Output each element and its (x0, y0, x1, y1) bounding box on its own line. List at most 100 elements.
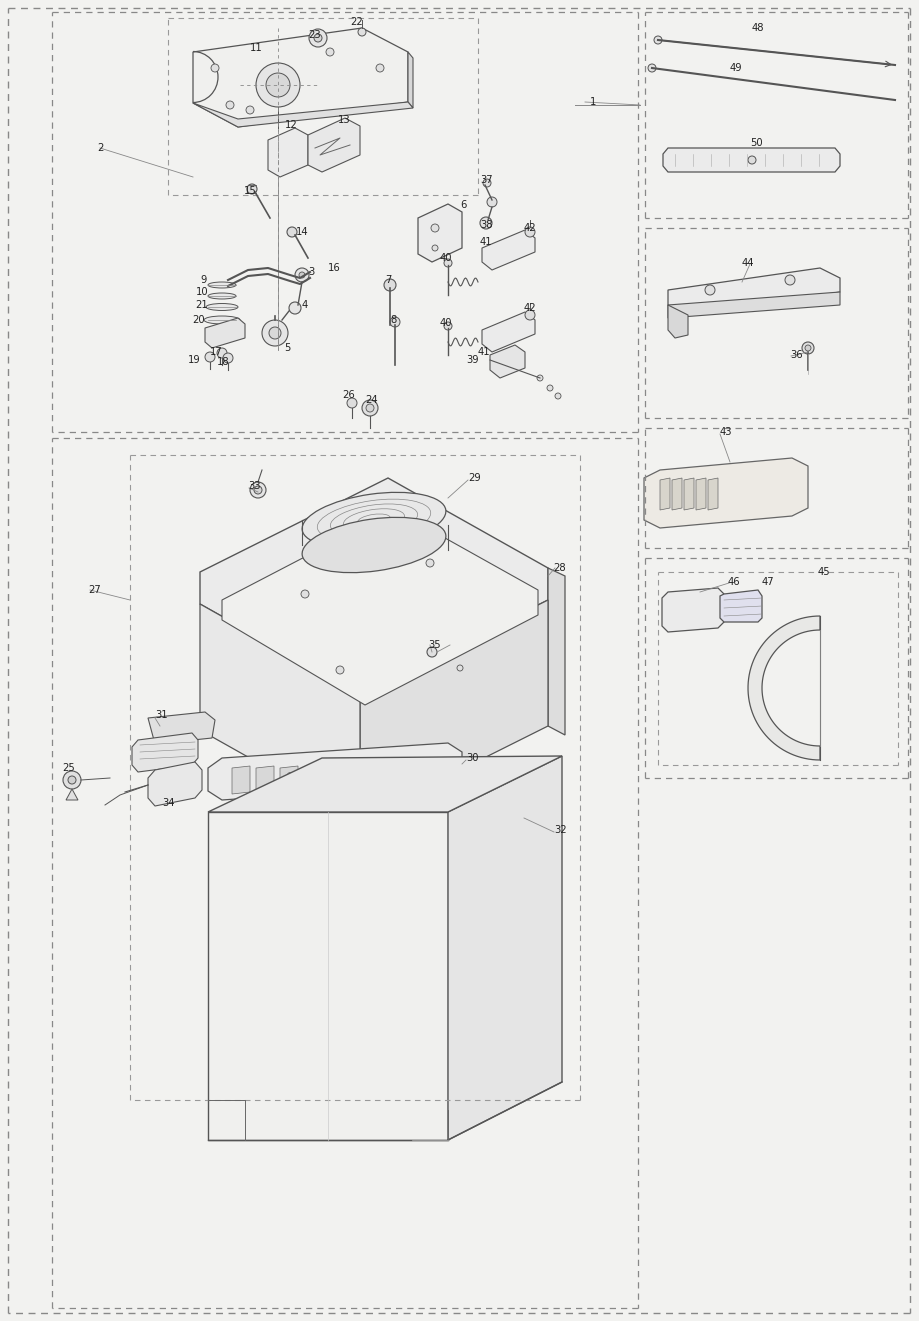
Text: 23: 23 (308, 30, 321, 40)
Polygon shape (720, 590, 762, 622)
Text: 7: 7 (385, 275, 391, 285)
Circle shape (247, 184, 257, 194)
Circle shape (337, 770, 343, 774)
Polygon shape (668, 305, 688, 338)
Circle shape (299, 272, 305, 277)
Polygon shape (376, 766, 394, 794)
Text: 28: 28 (553, 563, 565, 573)
Circle shape (288, 773, 292, 778)
Text: 32: 32 (554, 826, 567, 835)
Polygon shape (232, 766, 250, 794)
Circle shape (336, 666, 344, 674)
Ellipse shape (302, 518, 446, 572)
Text: 6: 6 (460, 199, 466, 210)
Text: 31: 31 (155, 709, 167, 720)
Text: 40: 40 (440, 254, 452, 263)
Ellipse shape (208, 281, 236, 288)
Circle shape (487, 197, 497, 207)
Circle shape (301, 590, 309, 598)
Circle shape (480, 217, 492, 229)
Text: 20: 20 (192, 314, 205, 325)
Polygon shape (148, 712, 215, 744)
Text: 38: 38 (480, 221, 493, 230)
Ellipse shape (208, 293, 236, 299)
Text: 50: 50 (750, 137, 763, 148)
Polygon shape (360, 600, 548, 820)
Text: 8: 8 (390, 314, 396, 325)
Text: 41: 41 (478, 347, 491, 357)
Text: 10: 10 (196, 287, 209, 297)
Polygon shape (193, 28, 408, 127)
Text: 22: 22 (350, 17, 363, 26)
Circle shape (205, 351, 215, 362)
Polygon shape (418, 203, 462, 262)
Circle shape (525, 310, 535, 320)
Polygon shape (132, 733, 198, 771)
Circle shape (525, 227, 535, 236)
Circle shape (217, 347, 227, 358)
Text: 3: 3 (308, 267, 314, 277)
Circle shape (426, 559, 434, 567)
Text: 14: 14 (296, 227, 309, 236)
Circle shape (366, 404, 374, 412)
Circle shape (431, 225, 439, 232)
Text: 46: 46 (728, 577, 741, 587)
Text: 42: 42 (524, 223, 537, 232)
Text: 41: 41 (480, 236, 493, 247)
Polygon shape (66, 789, 78, 801)
Text: 37: 37 (480, 174, 493, 185)
Circle shape (256, 63, 300, 107)
Polygon shape (256, 766, 274, 794)
Circle shape (748, 156, 756, 164)
Polygon shape (408, 52, 413, 108)
Circle shape (444, 259, 452, 267)
Polygon shape (668, 292, 840, 318)
Circle shape (68, 775, 76, 783)
Text: 17: 17 (210, 347, 222, 357)
Circle shape (432, 244, 438, 251)
Circle shape (648, 63, 656, 73)
Polygon shape (662, 588, 724, 631)
Ellipse shape (204, 316, 240, 324)
Text: 9: 9 (200, 275, 207, 285)
Circle shape (358, 28, 366, 36)
Text: 4: 4 (302, 300, 308, 310)
Polygon shape (208, 756, 562, 812)
Polygon shape (660, 478, 670, 510)
Circle shape (444, 322, 452, 330)
Circle shape (654, 36, 662, 44)
Text: 49: 49 (730, 63, 743, 73)
Circle shape (417, 766, 423, 771)
Circle shape (254, 486, 262, 494)
Text: 2: 2 (97, 143, 103, 153)
Text: 48: 48 (752, 22, 765, 33)
Text: 39: 39 (466, 355, 479, 365)
Text: 30: 30 (466, 753, 479, 764)
Ellipse shape (302, 493, 446, 548)
Circle shape (427, 647, 437, 657)
Text: 36: 36 (790, 350, 802, 361)
Polygon shape (148, 762, 202, 806)
Circle shape (347, 398, 357, 408)
Text: 21: 21 (195, 300, 208, 310)
Text: 1: 1 (590, 96, 596, 107)
Polygon shape (424, 766, 442, 794)
Polygon shape (672, 478, 682, 510)
Circle shape (226, 100, 234, 110)
Text: 18: 18 (217, 357, 230, 367)
Circle shape (805, 345, 811, 351)
Text: 33: 33 (248, 481, 260, 491)
Circle shape (537, 375, 543, 380)
Ellipse shape (206, 304, 238, 310)
Polygon shape (663, 148, 840, 172)
Text: 25: 25 (62, 764, 74, 773)
Text: 26: 26 (342, 390, 355, 400)
Text: 15: 15 (244, 186, 256, 196)
Circle shape (362, 400, 378, 416)
Polygon shape (400, 766, 418, 794)
Polygon shape (748, 616, 820, 760)
Circle shape (376, 63, 384, 73)
Text: 42: 42 (524, 303, 537, 313)
Circle shape (390, 317, 400, 328)
Polygon shape (208, 812, 448, 1140)
